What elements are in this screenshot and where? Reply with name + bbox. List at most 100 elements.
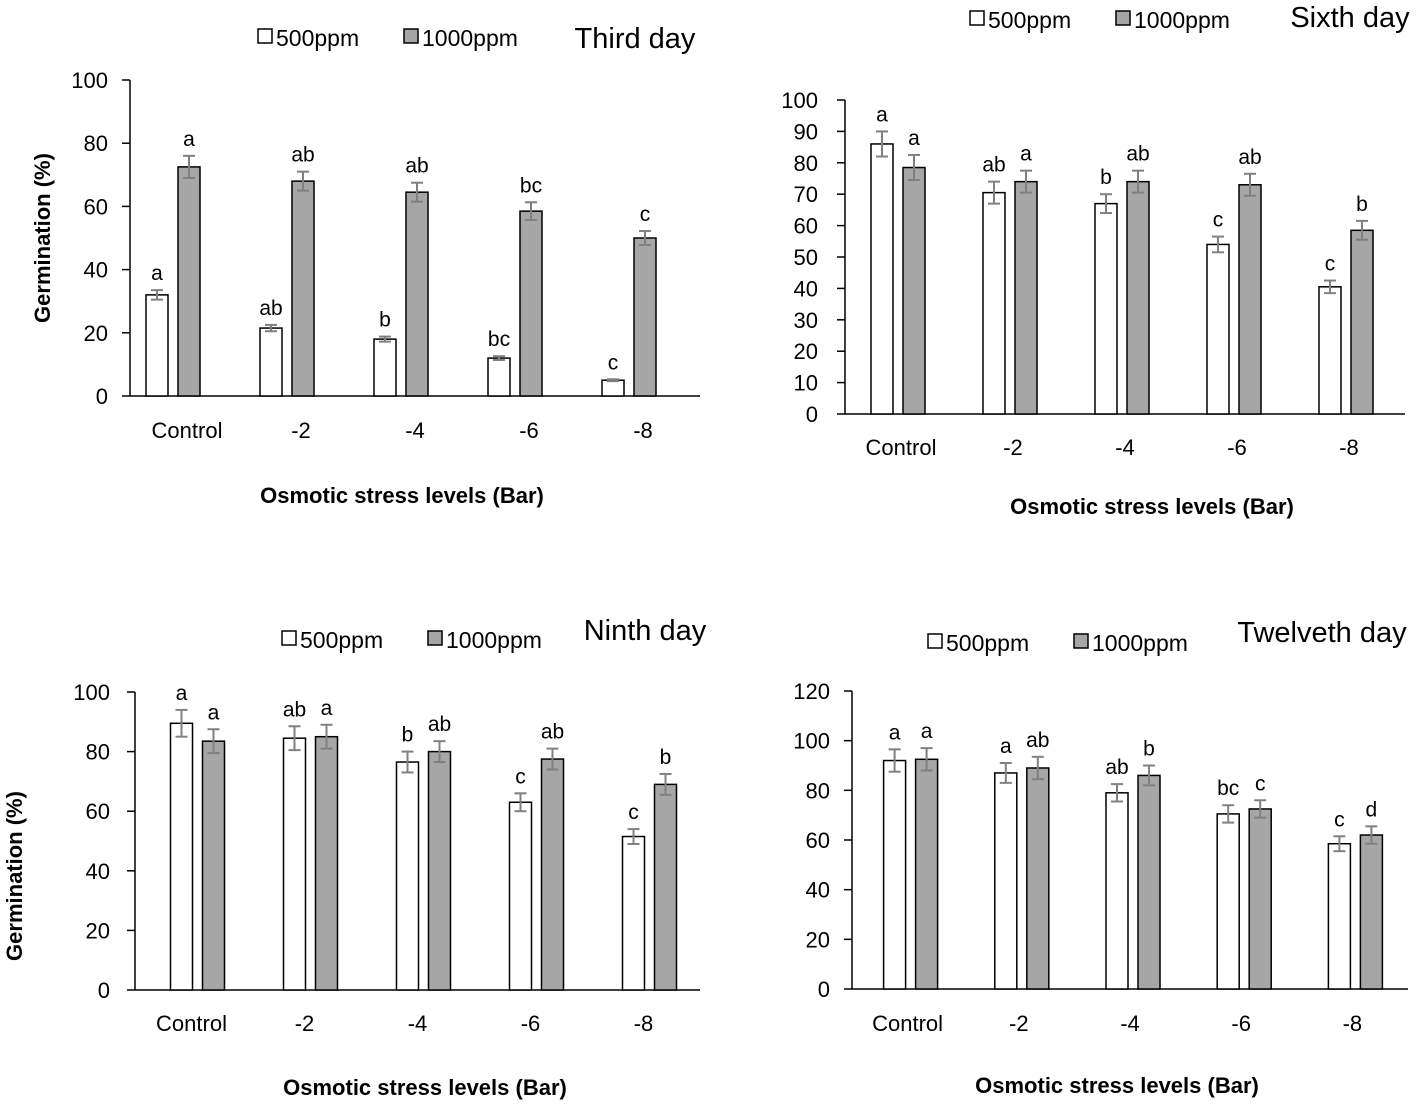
x-tick-label: -6 [521, 1011, 541, 1036]
legend: 500ppm 1000ppm [927, 630, 1188, 656]
bar-500ppm [870, 143, 894, 415]
error-bar [175, 708, 188, 738]
legend-swatch-500ppm [281, 630, 297, 646]
significance-label: ab [1026, 729, 1049, 752]
y-tick-label: 80 [794, 151, 818, 176]
bar-1000ppm [902, 166, 926, 415]
significance-label: bc [520, 174, 542, 197]
bar-500ppm [994, 772, 1018, 990]
bar-1000ppm [633, 237, 657, 397]
chart-title: Sixth day [1290, 2, 1410, 34]
y-tick-label: 70 [794, 182, 818, 207]
y-tick-label: 50 [794, 245, 818, 270]
legend: 500ppm 1000ppm [257, 25, 518, 51]
bar-500ppm [621, 835, 646, 991]
x-tick-label: -4 [408, 1011, 428, 1036]
y-tick-label: 40 [806, 878, 830, 903]
error-bar [433, 740, 446, 764]
significance-label: b [1356, 193, 1368, 216]
bar-1000ppm [291, 180, 315, 397]
error-bar [627, 828, 640, 845]
chart-title: Ninth day [584, 615, 707, 647]
x-axis-label: Osmotic stress levels (Bar) [283, 1075, 567, 1100]
error-bar [265, 323, 277, 333]
bar-1000ppm [1026, 767, 1050, 990]
error-bar [525, 201, 537, 221]
bar-500ppm [1216, 813, 1240, 990]
x-axis-label: Osmotic stress levels (Bar) [260, 483, 544, 508]
bar-500ppm [487, 357, 511, 397]
significance-label: b [660, 746, 672, 769]
y-tick-label: 60 [86, 799, 110, 824]
bar-1000ppm [1238, 184, 1262, 415]
y-tick-label: 0 [96, 384, 108, 409]
legend-swatch-1000ppm [1073, 633, 1089, 649]
bar-500ppm [145, 294, 169, 397]
significance-label: b [1100, 166, 1112, 189]
y-axis-label: Germination (%) [30, 153, 55, 323]
bar-500ppm [1094, 202, 1118, 415]
legend: 500ppm 1000ppm [969, 7, 1230, 33]
bar-500ppm [1105, 792, 1129, 990]
y-tick-label: 100 [73, 680, 110, 705]
significance-label: a [908, 127, 920, 150]
x-tick-label: -4 [405, 418, 425, 443]
significance-label: a [151, 262, 163, 285]
y-tick-label: 100 [793, 729, 830, 754]
legend-label: 500ppm [988, 7, 1071, 33]
error-bar [1212, 235, 1224, 254]
error-bar [876, 130, 888, 158]
legend-swatch-500ppm [927, 633, 943, 649]
y-tick-label: 0 [818, 977, 830, 1002]
legend-label: 1000ppm [1134, 7, 1230, 33]
bar-1000ppm [1359, 834, 1384, 990]
error-bar [1356, 219, 1368, 241]
bar-500ppm [373, 338, 397, 397]
significance-label: ab [405, 155, 428, 178]
y-tick-label: 80 [84, 131, 108, 156]
y-tick-label: 30 [794, 308, 818, 333]
significance-label: a [889, 721, 901, 744]
bar-1000ppm [1350, 229, 1374, 415]
y-tick-label: 60 [806, 828, 830, 853]
error-bar [1132, 169, 1144, 194]
bar-1000ppm [201, 740, 226, 991]
error-bar [546, 747, 559, 771]
significance-label: ab [541, 721, 564, 744]
error-bar [183, 154, 195, 179]
error-bar [297, 170, 309, 192]
significance-label: ab [283, 698, 306, 721]
y-tick-label: 100 [71, 68, 108, 93]
y-tick-label: 40 [84, 258, 108, 283]
bar-1000ppm [540, 758, 565, 991]
legend-swatch-500ppm [257, 28, 273, 44]
error-bar [1143, 764, 1155, 787]
bar-500ppm [508, 801, 533, 991]
legend-label: 500ppm [300, 627, 383, 653]
error-bar [920, 747, 933, 772]
error-bar [1333, 835, 1346, 853]
significance-label: c [1213, 209, 1224, 232]
error-bar [1100, 193, 1112, 215]
x-tick-label: -2 [1003, 435, 1023, 460]
significance-label: c [608, 351, 619, 374]
bar-1000ppm [1137, 774, 1161, 990]
x-tick-label: -8 [634, 1011, 654, 1036]
error-bar [207, 728, 220, 755]
bar-1000ppm [1126, 180, 1150, 415]
significance-label: c [1255, 772, 1266, 795]
significance-label: ab [982, 154, 1005, 177]
error-bar [514, 792, 527, 813]
bar-500ppm [259, 327, 283, 397]
bar-1000ppm [519, 210, 543, 397]
bar-500ppm [282, 737, 307, 991]
y-tick-label: 20 [806, 927, 830, 952]
error-bar [1365, 825, 1378, 845]
error-bar [1254, 799, 1267, 819]
bar-1000ppm [177, 166, 201, 397]
bar-1000ppm [1248, 808, 1272, 990]
y-tick-label: 40 [794, 276, 818, 301]
x-tick-label: -8 [633, 418, 653, 443]
